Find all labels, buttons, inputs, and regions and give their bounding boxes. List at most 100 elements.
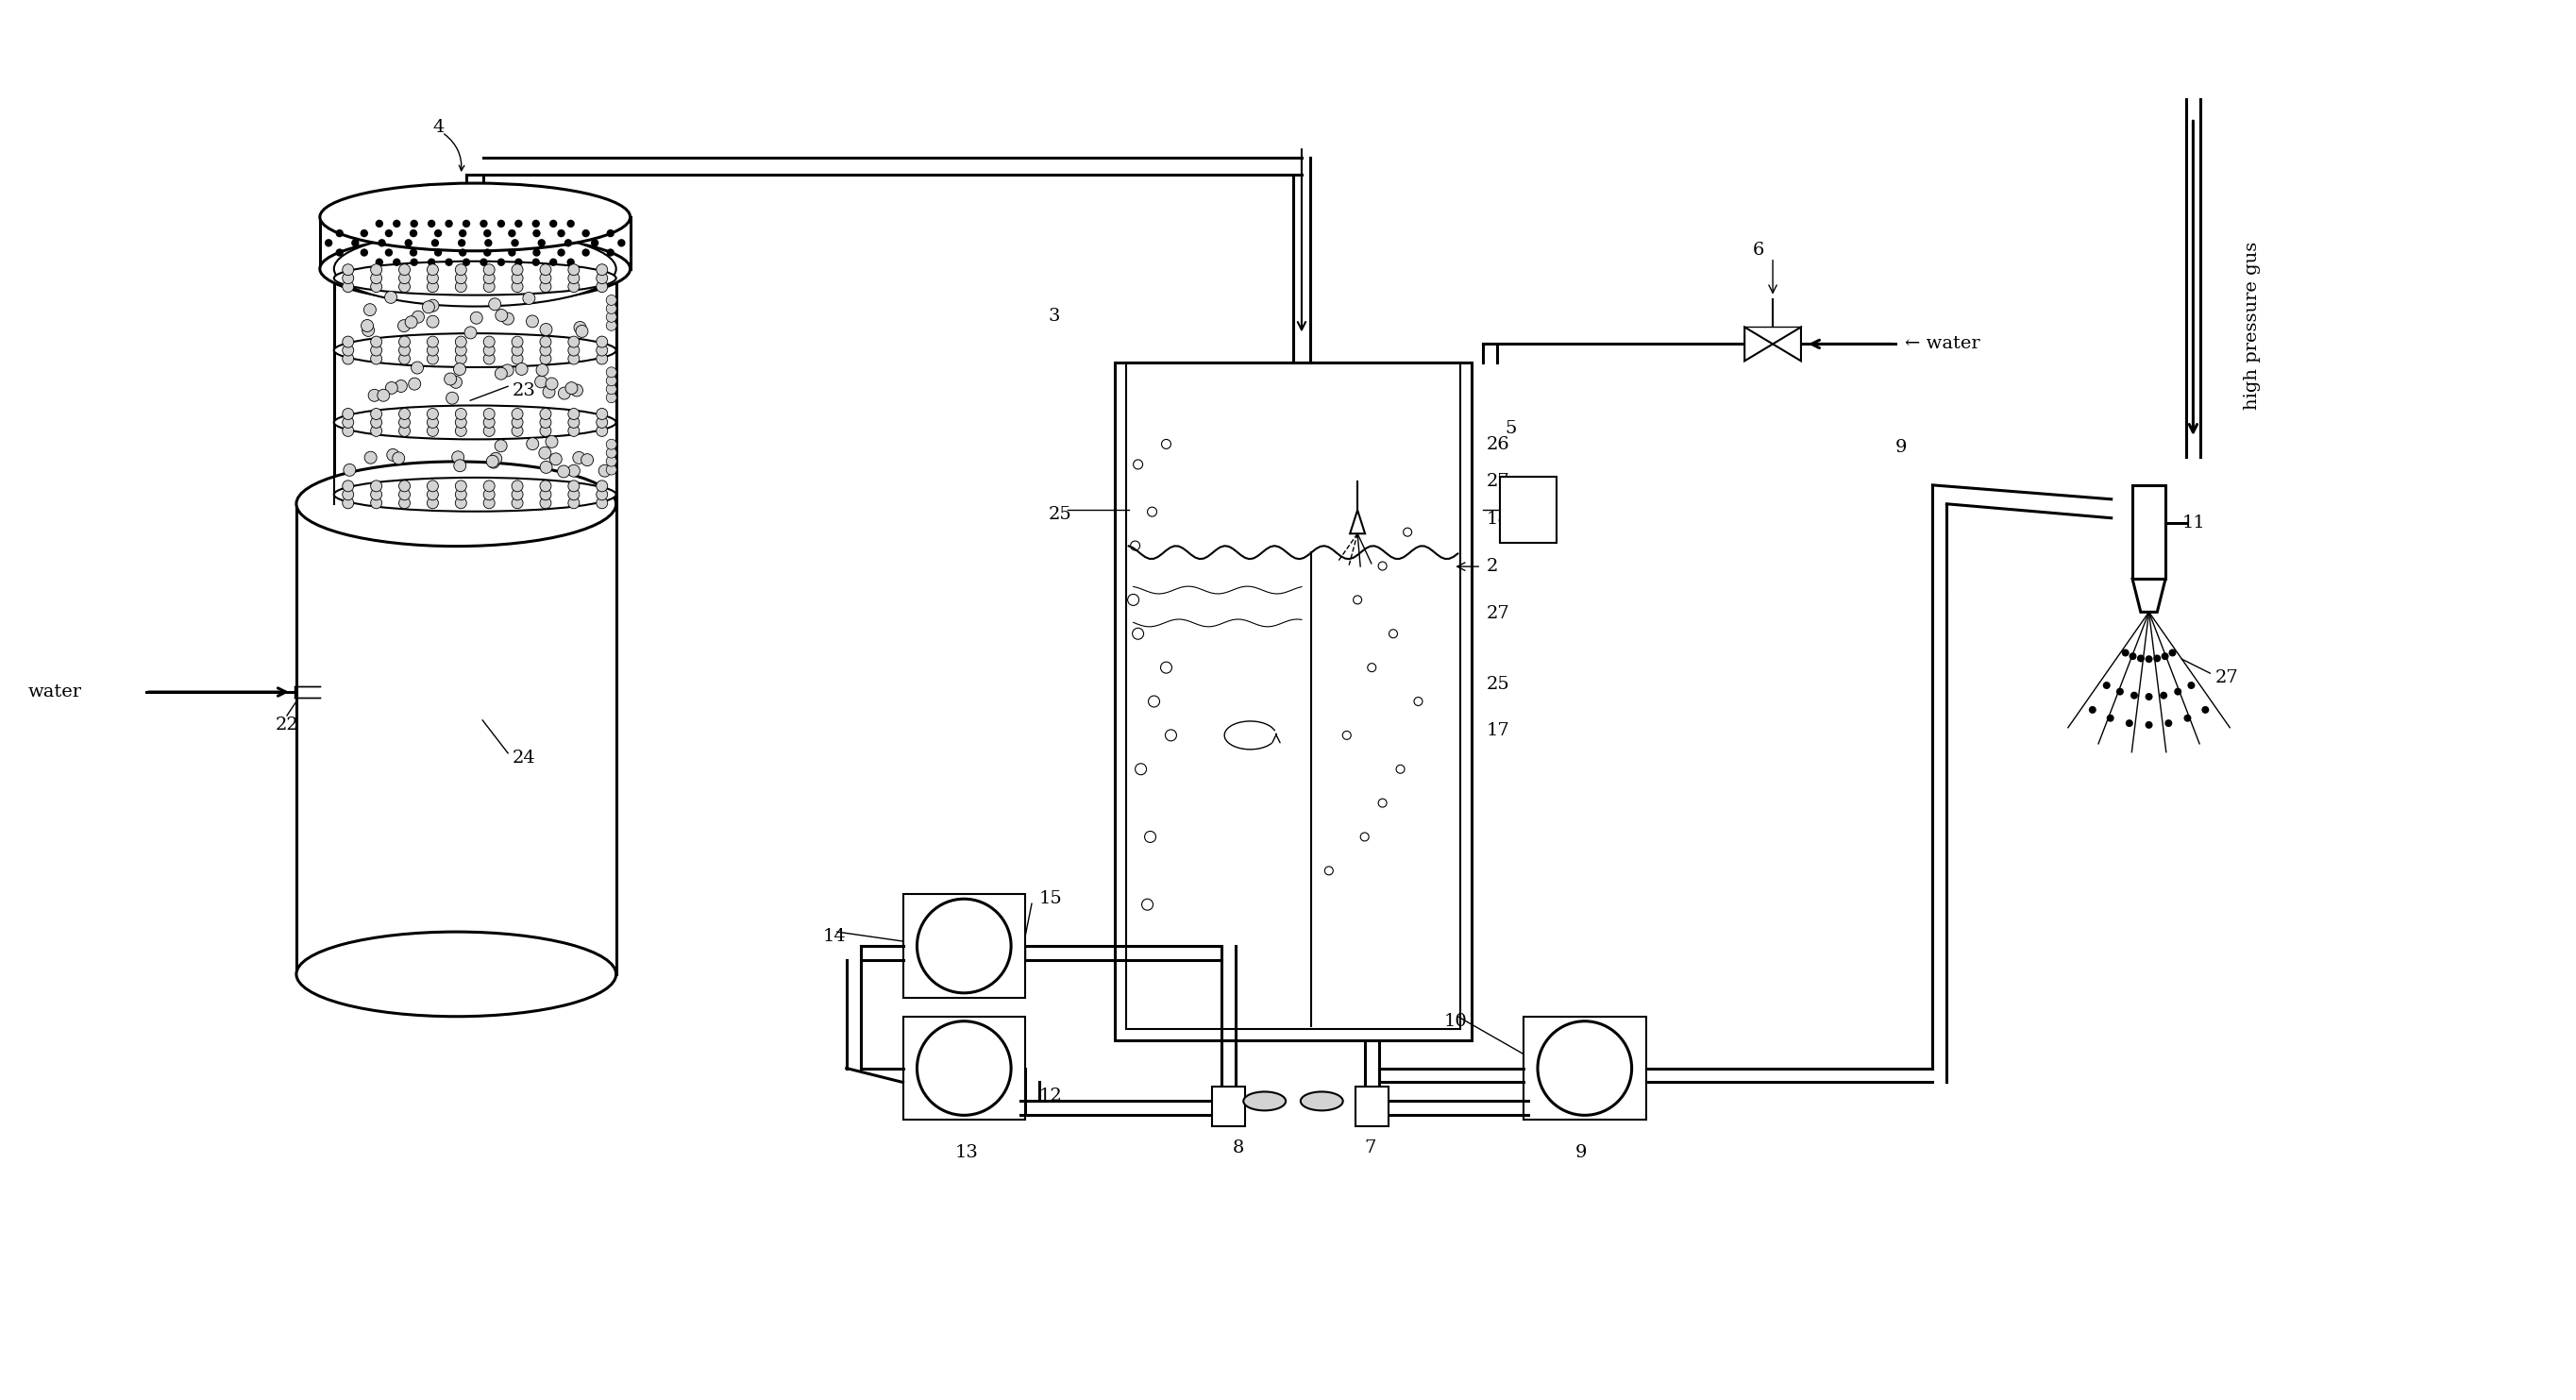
Circle shape <box>456 497 466 508</box>
Circle shape <box>343 497 353 508</box>
Circle shape <box>410 220 417 228</box>
Circle shape <box>2138 655 2146 662</box>
Circle shape <box>569 426 580 437</box>
Circle shape <box>399 353 410 364</box>
Circle shape <box>456 489 466 500</box>
Circle shape <box>2159 692 2166 699</box>
Circle shape <box>479 258 487 266</box>
Circle shape <box>343 273 353 284</box>
Circle shape <box>404 239 412 246</box>
Circle shape <box>325 239 332 246</box>
Circle shape <box>580 444 592 456</box>
Circle shape <box>595 489 608 500</box>
Circle shape <box>428 220 435 228</box>
Circle shape <box>513 281 523 293</box>
Text: 27: 27 <box>1486 473 1510 490</box>
Circle shape <box>399 344 410 356</box>
Circle shape <box>459 239 466 246</box>
Circle shape <box>513 344 523 356</box>
Circle shape <box>595 281 608 293</box>
Circle shape <box>917 899 1010 993</box>
Bar <box>1522 1016 1646 1120</box>
Circle shape <box>518 312 528 325</box>
Text: 25: 25 <box>1486 676 1510 693</box>
Circle shape <box>541 344 551 356</box>
Circle shape <box>533 230 541 237</box>
Circle shape <box>497 365 510 378</box>
Circle shape <box>513 336 523 347</box>
Circle shape <box>428 273 438 284</box>
Circle shape <box>456 353 466 364</box>
Ellipse shape <box>319 183 631 251</box>
Bar <box>2133 484 2166 580</box>
Circle shape <box>371 480 381 491</box>
Circle shape <box>497 220 505 228</box>
Circle shape <box>456 409 466 420</box>
Text: 22: 22 <box>276 717 299 734</box>
Circle shape <box>592 325 605 337</box>
Circle shape <box>363 298 376 311</box>
Text: 21: 21 <box>513 344 536 363</box>
Circle shape <box>456 273 466 284</box>
Text: P: P <box>1579 1060 1592 1077</box>
Circle shape <box>569 353 580 364</box>
Circle shape <box>484 353 495 364</box>
Ellipse shape <box>1301 1092 1342 1110</box>
Circle shape <box>507 230 515 237</box>
Text: 1: 1 <box>513 496 526 512</box>
Polygon shape <box>2133 580 2166 612</box>
Circle shape <box>497 258 505 266</box>
Circle shape <box>556 230 564 237</box>
Circle shape <box>392 220 402 228</box>
Circle shape <box>2146 721 2154 728</box>
Text: 11: 11 <box>2182 514 2205 531</box>
Text: 26: 26 <box>1486 435 1510 452</box>
Circle shape <box>515 220 523 228</box>
Circle shape <box>435 249 443 256</box>
Circle shape <box>541 463 551 476</box>
Circle shape <box>376 258 384 266</box>
Text: 4: 4 <box>433 119 446 136</box>
Circle shape <box>523 290 536 301</box>
Circle shape <box>399 417 410 428</box>
Circle shape <box>335 230 343 237</box>
Circle shape <box>489 321 502 332</box>
Circle shape <box>428 497 438 508</box>
Circle shape <box>384 386 394 399</box>
Circle shape <box>507 304 520 315</box>
Circle shape <box>433 290 446 301</box>
Circle shape <box>399 480 410 491</box>
Ellipse shape <box>335 406 616 440</box>
Circle shape <box>605 230 616 237</box>
Circle shape <box>605 249 616 256</box>
Circle shape <box>2184 714 2192 722</box>
Text: 9: 9 <box>1896 440 1906 456</box>
Text: ← water: ← water <box>1904 336 1978 353</box>
Circle shape <box>371 409 381 420</box>
Circle shape <box>371 281 381 293</box>
Circle shape <box>556 249 564 256</box>
Text: 27: 27 <box>2215 669 2239 686</box>
Circle shape <box>605 321 616 330</box>
Circle shape <box>371 361 381 374</box>
Circle shape <box>484 417 495 428</box>
Circle shape <box>500 396 513 407</box>
Circle shape <box>371 353 381 364</box>
Text: 17: 17 <box>1486 722 1510 739</box>
Circle shape <box>502 437 515 449</box>
Circle shape <box>507 249 515 256</box>
Circle shape <box>371 497 381 508</box>
Circle shape <box>484 489 495 500</box>
Circle shape <box>428 409 438 420</box>
Circle shape <box>497 452 510 465</box>
Text: 23: 23 <box>513 382 536 399</box>
Circle shape <box>456 281 466 293</box>
Circle shape <box>402 377 415 388</box>
Circle shape <box>379 367 392 379</box>
Ellipse shape <box>319 235 631 302</box>
Circle shape <box>371 336 381 347</box>
Circle shape <box>569 344 580 356</box>
Text: 19: 19 <box>1512 501 1535 518</box>
Circle shape <box>2107 714 2115 722</box>
Circle shape <box>618 239 626 246</box>
